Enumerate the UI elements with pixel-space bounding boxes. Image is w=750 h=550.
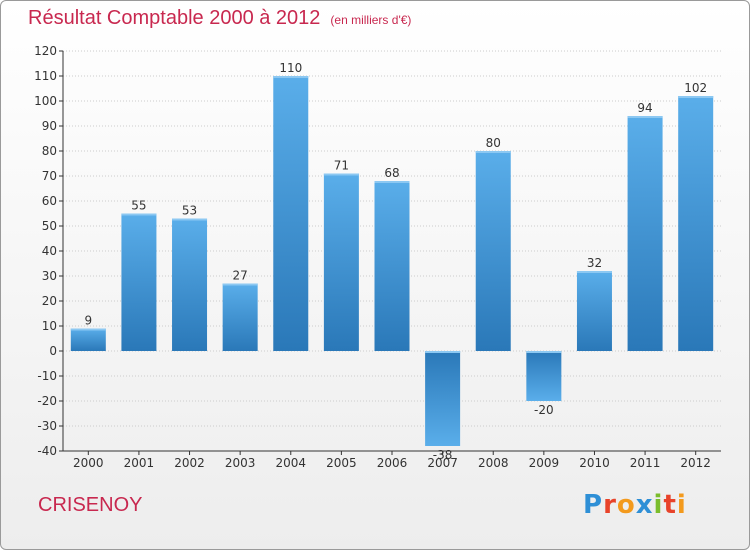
bar-2007 (425, 351, 461, 446)
y-tick-label: -40 (37, 444, 57, 458)
y-tick-label: 110 (34, 69, 57, 83)
x-tick-label: 2010 (579, 456, 610, 470)
data-label: 71 (334, 159, 349, 173)
bar-2004 (273, 76, 309, 351)
y-tick-label: 70 (42, 169, 57, 183)
bar-2012 (678, 96, 714, 351)
bar-2010 (576, 271, 612, 351)
x-tick-label: 2011 (630, 456, 661, 470)
logo-letter: t (663, 490, 677, 520)
logo-letter: o (616, 490, 636, 520)
bar-2009 (526, 351, 562, 401)
x-tick-label: 2005 (326, 456, 357, 470)
y-tick-label: 30 (42, 269, 57, 283)
chart-title: Résultat Comptable 2000 à 2012 (en millie… (28, 7, 411, 30)
bar-highlight (425, 351, 461, 353)
y-tick-label: 10 (42, 319, 57, 333)
bar-highlight (678, 96, 714, 98)
data-label: 102 (684, 81, 707, 95)
logo-letter: x (635, 490, 654, 520)
y-tick-label: 60 (42, 194, 57, 208)
y-tick-label: 40 (42, 244, 57, 258)
bar-layer (70, 76, 714, 446)
bar-highlight (121, 213, 157, 216)
logo-letter: r (603, 490, 617, 520)
bar-highlight (576, 271, 612, 273)
x-tick-label: 2002 (174, 456, 205, 470)
y-tick-label: -10 (37, 369, 57, 383)
bar-highlight (323, 173, 359, 176)
x-tick-label: 2003 (225, 456, 256, 470)
data-label: -38 (433, 448, 453, 462)
bar-2000 (70, 328, 106, 351)
bar-2011 (627, 116, 663, 351)
chart-title-text: Résultat Comptable 2000 à 2012 (28, 7, 321, 29)
data-label: 27 (233, 269, 248, 283)
bar-highlight (475, 151, 511, 153)
logo-letter: P (583, 490, 604, 520)
data-label: 9 (84, 314, 92, 328)
data-label: 68 (384, 166, 399, 180)
bar-highlight (172, 218, 208, 221)
y-tick-label: -20 (37, 394, 57, 408)
bar-highlight (526, 351, 562, 353)
logo-letter: i (653, 490, 664, 520)
x-tick-label: 2012 (680, 456, 711, 470)
axis-layer: -40 -30 -20 -10 0 10 20 30 40 50 60 70 80 90 100 110 120… (34, 44, 721, 470)
bar-highlight (374, 181, 410, 183)
x-tick-label: 2006 (377, 456, 408, 470)
y-tick-label: 120 (34, 44, 57, 58)
bar-highlight (273, 76, 309, 78)
data-label: 55 (131, 199, 146, 213)
y-tick-label: 20 (42, 294, 57, 308)
bar-2005 (323, 173, 359, 351)
x-tick-label: 2004 (275, 456, 306, 470)
bar-highlight (627, 116, 663, 118)
y-tick-label: 100 (34, 94, 57, 108)
bar-2002 (172, 218, 208, 351)
bar-2003 (222, 283, 258, 351)
bar-2008 (475, 151, 511, 351)
data-label: 32 (587, 256, 602, 270)
y-tick-label: 0 (49, 344, 57, 358)
x-tick-label: 2007 (427, 456, 458, 470)
bar-2001 (121, 213, 157, 351)
data-label: 110 (279, 61, 302, 75)
data-label: 80 (486, 136, 501, 150)
x-tick-label: 2001 (124, 456, 155, 470)
x-tick-label: 2000 (73, 456, 104, 470)
x-tick-label: 2009 (529, 456, 560, 470)
label-layer: 9 55 53 27 110 71 68 -38 80 -20 32 94 102 (84, 61, 707, 462)
bar-highlight (70, 328, 106, 331)
data-label: -20 (534, 403, 554, 417)
y-tick-label: -30 (37, 419, 57, 433)
y-tick-label: 90 (42, 119, 57, 133)
x-tick-label: 2008 (478, 456, 509, 470)
location-name: CRISENOY (38, 494, 143, 516)
y-tick-label: 50 (42, 219, 57, 233)
data-label: 94 (637, 101, 652, 115)
bar-highlight (222, 283, 258, 286)
bar-2006 (374, 181, 410, 351)
chart-subtitle: (en milliers d'€) (330, 13, 412, 27)
logo-letter: i (676, 490, 687, 520)
data-label: 53 (182, 204, 197, 218)
proxiti-logo: Proxiti (583, 490, 687, 520)
y-tick-label: 80 (42, 144, 57, 158)
